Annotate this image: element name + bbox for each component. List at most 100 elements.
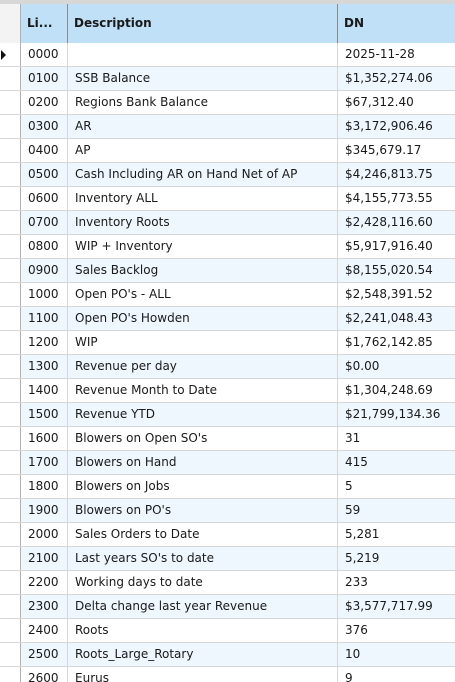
cell-dn[interactable]: $2,241,048.43: [338, 307, 455, 330]
row-selector[interactable]: [0, 547, 21, 570]
table-row[interactable]: 2600 Eurus 9: [0, 667, 455, 682]
table-row[interactable]: 1700 Blowers on Hand 415: [0, 451, 455, 475]
cell-line[interactable]: 2400: [21, 619, 68, 642]
cell-description[interactable]: WIP: [68, 331, 338, 354]
cell-line[interactable]: 1300: [21, 355, 68, 378]
row-selector[interactable]: [0, 43, 21, 66]
row-selector[interactable]: [0, 331, 21, 354]
cell-description[interactable]: Working days to date: [68, 571, 338, 594]
cell-description[interactable]: Eurus: [68, 667, 338, 682]
cell-dn[interactable]: $8,155,020.54: [338, 259, 455, 282]
table-row[interactable]: 2100 Last years SO's to date 5,219: [0, 547, 455, 571]
cell-description[interactable]: WIP + Inventory: [68, 235, 338, 258]
cell-line[interactable]: 1000: [21, 283, 68, 306]
row-selector-header[interactable]: [0, 4, 21, 43]
row-selector[interactable]: [0, 499, 21, 522]
cell-dn[interactable]: $3,172,906.46: [338, 115, 455, 138]
cell-description[interactable]: Revenue Month to Date: [68, 379, 338, 402]
cell-line[interactable]: 0500: [21, 163, 68, 186]
row-selector[interactable]: [0, 115, 21, 138]
cell-description[interactable]: Blowers on PO's: [68, 499, 338, 522]
row-selector[interactable]: [0, 427, 21, 450]
row-selector[interactable]: [0, 595, 21, 618]
table-row[interactable]: 2400 Roots 376: [0, 619, 455, 643]
row-selector[interactable]: [0, 187, 21, 210]
table-row[interactable]: 1000 Open PO's - ALL $2,548,391.52: [0, 283, 455, 307]
row-selector[interactable]: [0, 451, 21, 474]
table-row[interactable]: 0200 Regions Bank Balance $67,312.40: [0, 91, 455, 115]
cell-line[interactable]: 1400: [21, 379, 68, 402]
table-row[interactable]: 1300 Revenue per day $0.00: [0, 355, 455, 379]
column-header-dn[interactable]: DN: [338, 4, 455, 43]
row-selector[interactable]: [0, 643, 21, 666]
cell-dn[interactable]: $4,246,813.75: [338, 163, 455, 186]
cell-dn[interactable]: $3,577,717.99: [338, 595, 455, 618]
cell-line[interactable]: 2600: [21, 667, 68, 682]
cell-description[interactable]: Revenue YTD: [68, 403, 338, 426]
cell-dn[interactable]: 415: [338, 451, 455, 474]
cell-description[interactable]: Inventory Roots: [68, 211, 338, 234]
row-selector[interactable]: [0, 235, 21, 258]
cell-line[interactable]: 1900: [21, 499, 68, 522]
cell-description[interactable]: Revenue per day: [68, 355, 338, 378]
cell-line[interactable]: 1800: [21, 475, 68, 498]
cell-dn[interactable]: 31: [338, 427, 455, 450]
row-selector[interactable]: [0, 211, 21, 234]
row-selector[interactable]: [0, 355, 21, 378]
cell-dn[interactable]: $1,304,248.69: [338, 379, 455, 402]
table-row[interactable]: 0700 Inventory Roots $2,428,116.60: [0, 211, 455, 235]
row-selector[interactable]: [0, 523, 21, 546]
cell-line[interactable]: 0200: [21, 91, 68, 114]
column-header-line[interactable]: Li...: [21, 4, 68, 43]
table-row[interactable]: 0800 WIP + Inventory $5,917,916.40: [0, 235, 455, 259]
cell-description[interactable]: Last years SO's to date: [68, 547, 338, 570]
table-row[interactable]: 2300 Delta change last year Revenue $3,577…: [0, 595, 455, 619]
row-selector[interactable]: [0, 307, 21, 330]
row-selector[interactable]: [0, 619, 21, 642]
cell-dn[interactable]: 5: [338, 475, 455, 498]
row-selector[interactable]: [0, 667, 21, 682]
table-row[interactable]: 1900 Blowers on PO's 59: [0, 499, 455, 523]
cell-dn[interactable]: $5,917,916.40: [338, 235, 455, 258]
cell-description[interactable]: Open PO's - ALL: [68, 283, 338, 306]
cell-dn[interactable]: $4,155,773.55: [338, 187, 455, 210]
cell-dn[interactable]: 5,219: [338, 547, 455, 570]
cell-line[interactable]: 0800: [21, 235, 68, 258]
row-selector[interactable]: [0, 571, 21, 594]
cell-description[interactable]: Blowers on Hand: [68, 451, 338, 474]
row-selector[interactable]: [0, 163, 21, 186]
cell-line[interactable]: 0300: [21, 115, 68, 138]
cell-line[interactable]: 1500: [21, 403, 68, 426]
cell-line[interactable]: 2300: [21, 595, 68, 618]
cell-dn[interactable]: 5,281: [338, 523, 455, 546]
cell-line[interactable]: 1100: [21, 307, 68, 330]
row-selector[interactable]: [0, 379, 21, 402]
cell-description[interactable]: Roots: [68, 619, 338, 642]
row-selector[interactable]: [0, 139, 21, 162]
table-row[interactable]: 2200 Working days to date 233: [0, 571, 455, 595]
cell-line[interactable]: 0000: [21, 43, 68, 66]
cell-dn[interactable]: $345,679.17: [338, 139, 455, 162]
table-row[interactable]: 1100 Open PO's Howden $2,241,048.43: [0, 307, 455, 331]
cell-description[interactable]: Cash Including AR on Hand Net of AP: [68, 163, 338, 186]
cell-description[interactable]: Regions Bank Balance: [68, 91, 338, 114]
cell-line[interactable]: 0400: [21, 139, 68, 162]
cell-description[interactable]: AR: [68, 115, 338, 138]
cell-dn[interactable]: 376: [338, 619, 455, 642]
cell-line[interactable]: 2000: [21, 523, 68, 546]
cell-description[interactable]: Delta change last year Revenue: [68, 595, 338, 618]
cell-line[interactable]: 0700: [21, 211, 68, 234]
cell-dn[interactable]: $67,312.40: [338, 91, 455, 114]
cell-line[interactable]: 2200: [21, 571, 68, 594]
row-selector[interactable]: [0, 283, 21, 306]
table-row[interactable]: 1200 WIP $1,762,142.85: [0, 331, 455, 355]
cell-description[interactable]: Roots_Large_Rotary: [68, 643, 338, 666]
cell-dn[interactable]: $2,548,391.52: [338, 283, 455, 306]
table-row[interactable]: 2500 Roots_Large_Rotary 10: [0, 643, 455, 667]
table-row[interactable]: 0100 SSB Balance $1,352,274.06: [0, 67, 455, 91]
row-selector[interactable]: [0, 475, 21, 498]
cell-dn[interactable]: $1,352,274.06: [338, 67, 455, 90]
cell-dn[interactable]: $0.00: [338, 355, 455, 378]
cell-line[interactable]: 1700: [21, 451, 68, 474]
cell-description[interactable]: Sales Orders to Date: [68, 523, 338, 546]
